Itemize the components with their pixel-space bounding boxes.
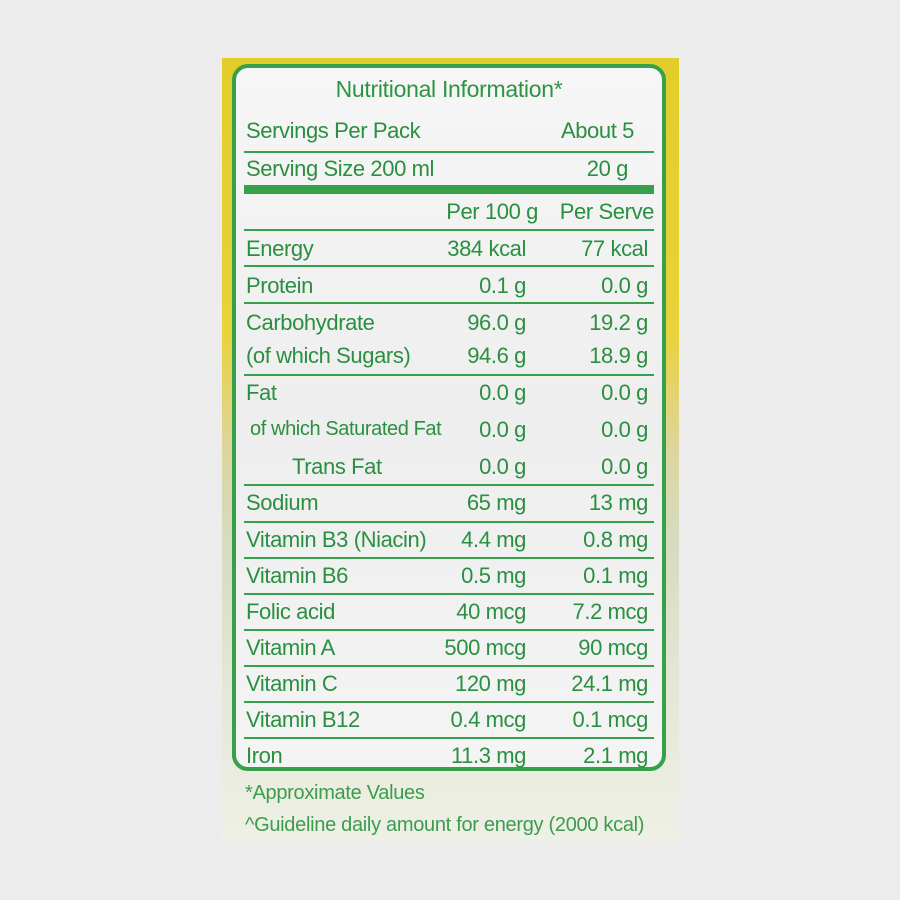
nutrient-perserve: 18.9 g — [589, 343, 648, 368]
servings-value: About 5 — [560, 118, 634, 143]
nutrient-per100: 94.6 g — [467, 343, 526, 368]
nutrient-label: Fat — [246, 380, 277, 405]
nutrient-label: Vitamin B6 — [246, 563, 348, 588]
divider — [244, 521, 654, 523]
servings-label: Servings Per Pack — [246, 118, 421, 143]
nutrient-label: Vitamin B12 — [246, 707, 360, 732]
nutrient-label: Vitamin A — [246, 635, 335, 660]
divider — [244, 265, 654, 267]
divider — [244, 374, 654, 376]
nutrient-per100: 11.3 mg — [450, 743, 526, 768]
nutrient-label: Trans Fat — [292, 454, 382, 479]
nutrient-perserve: 0.0 g — [601, 454, 648, 479]
nutrient-per100: 500 mcg — [444, 635, 526, 660]
divider — [244, 229, 654, 231]
nutrient-per100: 0.5 mg — [461, 563, 526, 588]
nutrient-perserve: 0.8 mg — [583, 527, 648, 552]
nutrient-label: (of which Sugars) — [246, 343, 411, 368]
divider — [244, 737, 654, 739]
nutrient-perserve: 0.1 mcg — [572, 707, 649, 732]
nutrient-per100: 0.1 g — [479, 273, 526, 298]
nutrient-perserve: 7.2 mcg — [572, 599, 649, 624]
nutrient-label: Folic acid — [246, 599, 335, 624]
divider — [244, 629, 654, 631]
nutrient-perserve: 90 mcg — [578, 635, 648, 660]
nutrient-per100: 384 kcal — [447, 236, 526, 261]
nutrient-label: Carbohydrate — [246, 310, 375, 335]
column-header-perserve: Per Serve — [559, 199, 655, 224]
nutrient-per100: 0.0 g — [479, 417, 526, 442]
divider — [244, 302, 654, 304]
nutrient-label: Energy — [246, 236, 314, 261]
divider — [244, 701, 654, 703]
nutrient-label: Iron — [246, 743, 283, 768]
nutrient-per100: 96.0 g — [467, 310, 526, 335]
nutrient-perserve: 24.1 mg — [571, 671, 648, 696]
nutrient-label: Vitamin B3 (Niacin) — [246, 527, 427, 552]
divider — [244, 665, 654, 667]
nutrient-label: Vitamin C — [246, 671, 338, 696]
nutrient-per100: 40 mcg — [456, 599, 526, 624]
nutrition-panel — [232, 64, 666, 771]
nutrient-perserve: 0.0 g — [601, 273, 648, 298]
footnote-guideline: ^Guideline daily amount for energy (2000… — [245, 814, 645, 836]
nutrient-per100: 0.0 g — [479, 380, 526, 405]
divider — [244, 593, 654, 595]
nutrient-perserve: 0.0 g — [601, 417, 648, 442]
serving-size-label: Serving Size 200 ml — [246, 156, 435, 181]
nutrient-per100: 120 mg — [455, 671, 526, 696]
divider — [244, 484, 654, 486]
nutrient-per100: 65 mg — [466, 490, 527, 515]
panel-title: Nutritional Information* — [335, 76, 563, 102]
nutrient-per100: 4.4 mg — [461, 527, 526, 552]
nutrient-perserve: 77 kcal — [581, 236, 648, 261]
nutrient-perserve: 13 mg — [588, 490, 649, 515]
nutrient-perserve: 0.0 g — [601, 380, 648, 405]
column-header-per100: Per 100 g — [446, 199, 538, 224]
nutrient-label: of which Saturated Fat — [250, 418, 442, 440]
thick-divider — [244, 185, 654, 194]
nutrient-per100: 0.0 g — [479, 454, 526, 479]
nutrient-label: Protein — [246, 273, 313, 298]
nutrient-perserve: 0.1 mg — [583, 563, 648, 588]
nutrient-label: Sodium — [246, 490, 319, 515]
divider — [244, 151, 654, 153]
nutrient-perserve: 2.1 mg — [583, 743, 648, 768]
footnote-approx: *Approximate Values — [245, 782, 425, 804]
nutrient-perserve: 19.2 g — [589, 310, 648, 335]
nutrient-per100: 0.4 mcg — [450, 707, 527, 732]
serving-size-value: 20 g — [586, 156, 629, 181]
divider — [244, 557, 654, 559]
